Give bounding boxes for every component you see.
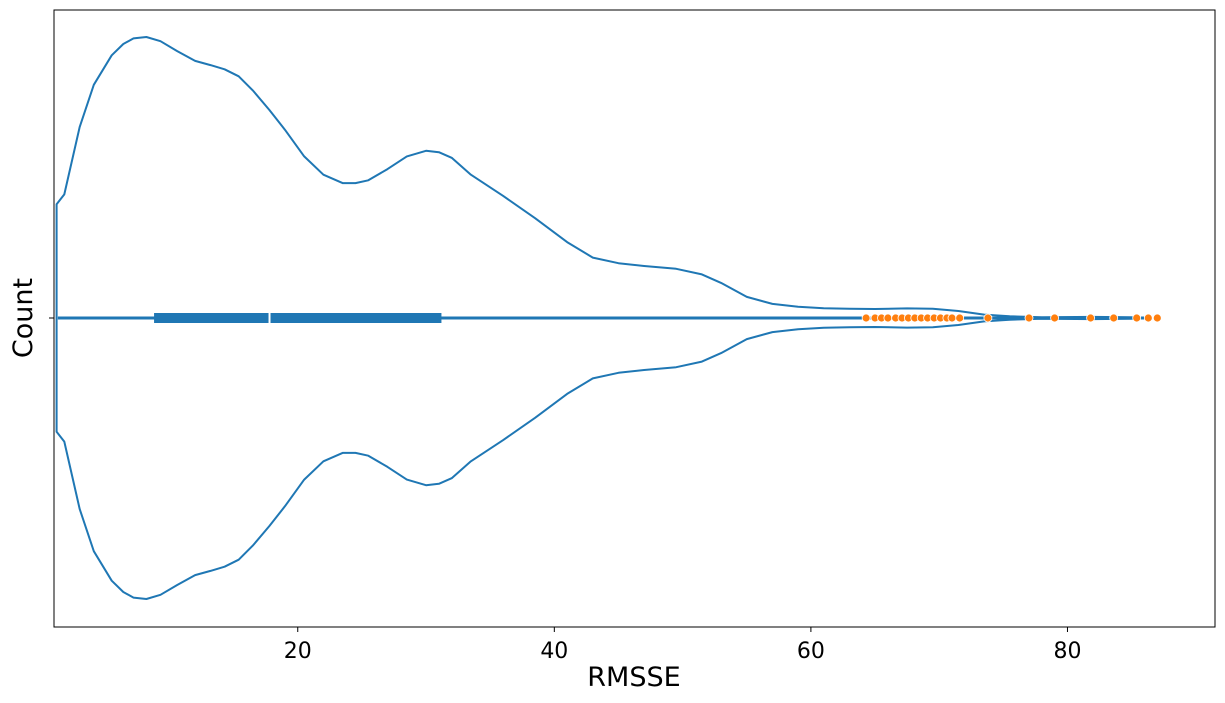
outlier-point (1024, 313, 1034, 323)
outlier-point (983, 313, 993, 323)
outlier-point (1109, 313, 1119, 323)
outlier-point (1086, 313, 1095, 323)
y-axis-label: Count (8, 278, 39, 358)
outlier-point (1050, 313, 1059, 323)
x-tick-label: 40 (540, 639, 568, 664)
outlier-point (1152, 313, 1162, 323)
outlier-layer (861, 313, 1162, 323)
box-iqr (154, 313, 442, 323)
x-tick-label: 60 (797, 639, 825, 664)
outlier-point (947, 313, 957, 323)
outlier-point (1143, 313, 1153, 323)
x-tick-label: 80 (1053, 639, 1081, 664)
outlier-point (883, 313, 893, 323)
outlier-point (955, 313, 965, 323)
x-axis-ticks: 20 40 60 80 (284, 627, 1081, 664)
x-axis-label: RMSSE (587, 662, 680, 693)
x-tick-label: 20 (284, 639, 312, 664)
outlier-point (861, 313, 871, 323)
box-layer (57, 313, 1149, 323)
outlier-point (1132, 313, 1142, 323)
